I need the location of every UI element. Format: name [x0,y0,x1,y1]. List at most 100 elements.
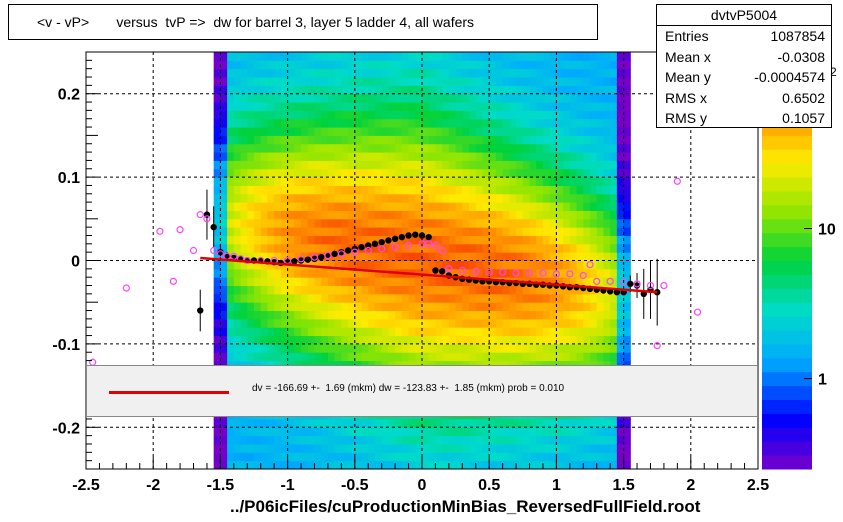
profile-alt-point [176,226,184,234]
profile-alt-point [203,215,211,223]
density-cell [395,218,403,228]
density-cell [549,427,557,437]
density-cell [502,52,510,61]
density-cell [354,102,363,111]
density-cell [374,185,383,195]
density-cell [422,343,430,353]
density-cell [341,327,349,337]
density-cell [247,335,255,345]
density-cell [435,235,443,245]
density-cell [327,277,336,287]
density-cell [549,310,557,320]
density-cell [327,452,336,462]
density-cell [428,235,436,245]
density-cell [254,202,262,211]
density-cell [422,268,430,278]
density-cell [509,77,517,86]
density-cell [240,177,248,186]
density-cell [482,452,490,462]
density-cell [596,202,604,211]
density-cell [314,93,322,103]
density-cell [576,218,584,228]
density-cell [354,418,363,428]
density-cell [395,243,403,253]
density-cell [354,202,363,211]
density-cell [361,127,369,136]
density-cell [240,335,248,345]
density-cell [361,185,369,195]
density-cell [327,110,336,120]
density-cell [509,285,517,295]
density-cell [368,177,376,186]
density-cell [354,127,363,136]
density-cell [422,152,430,161]
density-cell [489,160,497,170]
density-cell [374,343,383,353]
density-cell [260,452,268,462]
density-cell [455,460,463,470]
density-cell [455,227,463,236]
density-cell [556,293,564,303]
density-cell [462,77,470,86]
density-cell [435,152,443,161]
density-cell [294,335,302,345]
density-cell [307,443,315,453]
density-cell [334,243,342,253]
density-cell [395,52,403,61]
density-cell [563,277,571,287]
density-cell [368,302,376,312]
density-cell [408,77,416,86]
density-cell [583,118,591,128]
density-cell [529,110,537,120]
density-cell [583,285,591,295]
density-cell [401,310,410,320]
density-cell [280,252,289,261]
density-cell [395,310,403,320]
density-cell [334,93,342,103]
density-cell [314,360,322,370]
density-cell [616,143,625,153]
density-cell [495,235,504,245]
density-cell [321,460,329,470]
density-cell [603,177,611,186]
density-cell [287,360,295,370]
density-cell [428,210,436,220]
density-cell [321,143,329,153]
density-cell [240,260,248,270]
density-cell [448,77,457,86]
density-cell [590,260,598,270]
fit-legend: dv = -166.69 +- 1.69 (mkm) dw = -123.83 … [86,365,758,417]
density-cell [495,160,504,170]
density-cell [536,143,544,153]
density-cell [301,77,309,86]
density-cell [307,260,315,270]
color-scale-band [762,288,812,303]
density-cell [334,143,342,153]
density-cell [475,227,483,236]
density-cell [280,218,289,228]
density-cell [280,160,289,170]
density-cell [314,185,322,195]
density-cell [482,260,490,270]
density-cell [307,418,315,428]
density-cell [542,118,551,128]
density-cell [220,277,228,287]
density-cell [448,152,457,161]
density-cell [348,143,356,153]
density-cell [495,118,504,128]
density-cell [233,218,242,228]
density-cell [462,127,470,136]
density-cell [576,118,584,128]
density-cell [381,77,389,86]
density-cell [348,102,356,111]
density-cell [368,285,376,295]
density-cell [321,110,329,120]
density-cell [368,210,376,220]
density-cell [556,302,564,312]
density-cell [482,418,490,428]
density-cell [435,460,443,470]
density-cell [307,93,315,103]
density-cell [522,202,531,211]
density-cell [542,293,551,303]
density-cell [307,118,315,128]
